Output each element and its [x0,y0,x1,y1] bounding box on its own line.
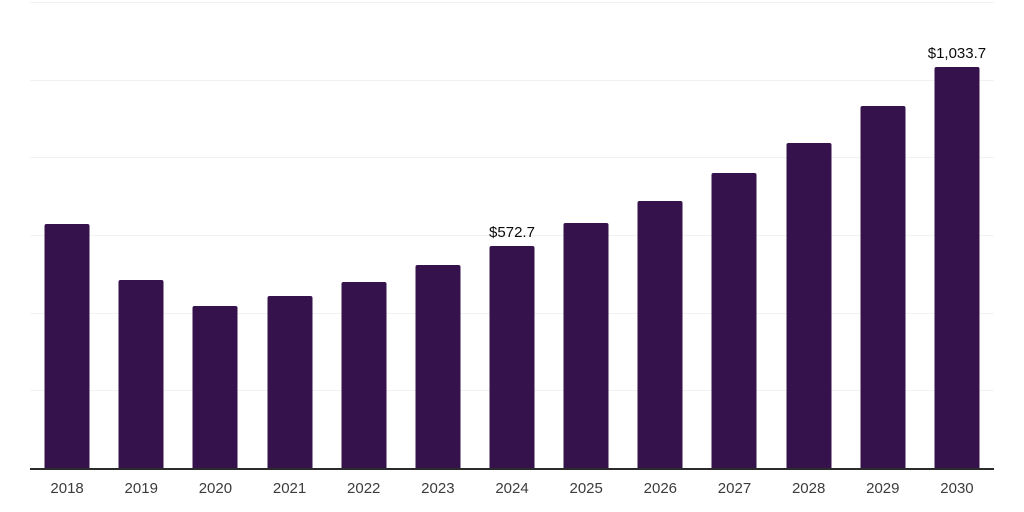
bar-2026 [637,201,683,468]
bar-2024 [489,245,535,468]
bar-2020 [192,306,238,468]
bar-2025 [563,223,609,468]
x-tick-2018: 2018 [50,480,84,497]
x-tick-2027: 2027 [717,480,752,497]
bar-2023 [415,264,461,468]
x-tick-2019: 2019 [124,480,158,497]
bar-2027 [711,173,757,468]
gridline-1200 [30,2,994,3]
x-tick-2020: 2020 [198,480,233,497]
bar-2022 [341,281,387,468]
x-tick-2028: 2028 [791,480,826,497]
gridline-1000 [30,79,994,81]
bar-2019 [118,280,164,468]
x-axis-ticks: 2018 2019 2020 2021 2022 2023 2024 2025 2026 2027… [30,480,994,497]
x-tick-2029: 2029 [866,480,900,497]
data-label-2030: $1,033.7 [927,44,987,62]
x-tick-2024: 2024 [495,480,529,497]
bar-2028 [786,142,832,468]
x-tick-2025: 2025 [569,480,603,497]
x-tick-2022: 2022 [347,480,381,497]
bar-2030 [934,66,980,468]
bar-2018 [44,224,90,468]
bar-2029 [860,105,906,468]
gridline-800 [30,157,994,159]
x-tick-2026: 2026 [643,480,678,497]
x-tick-2021: 2021 [272,480,307,497]
data-label-2024: $572.7 [489,223,535,241]
bar-2021 [267,295,313,468]
x-tick-2030: 2030 [940,480,974,497]
plot-area: $572.7 $1,033.7 [30,2,994,470]
x-tick-2023: 2023 [421,480,455,497]
gridline-600 [30,235,994,236]
